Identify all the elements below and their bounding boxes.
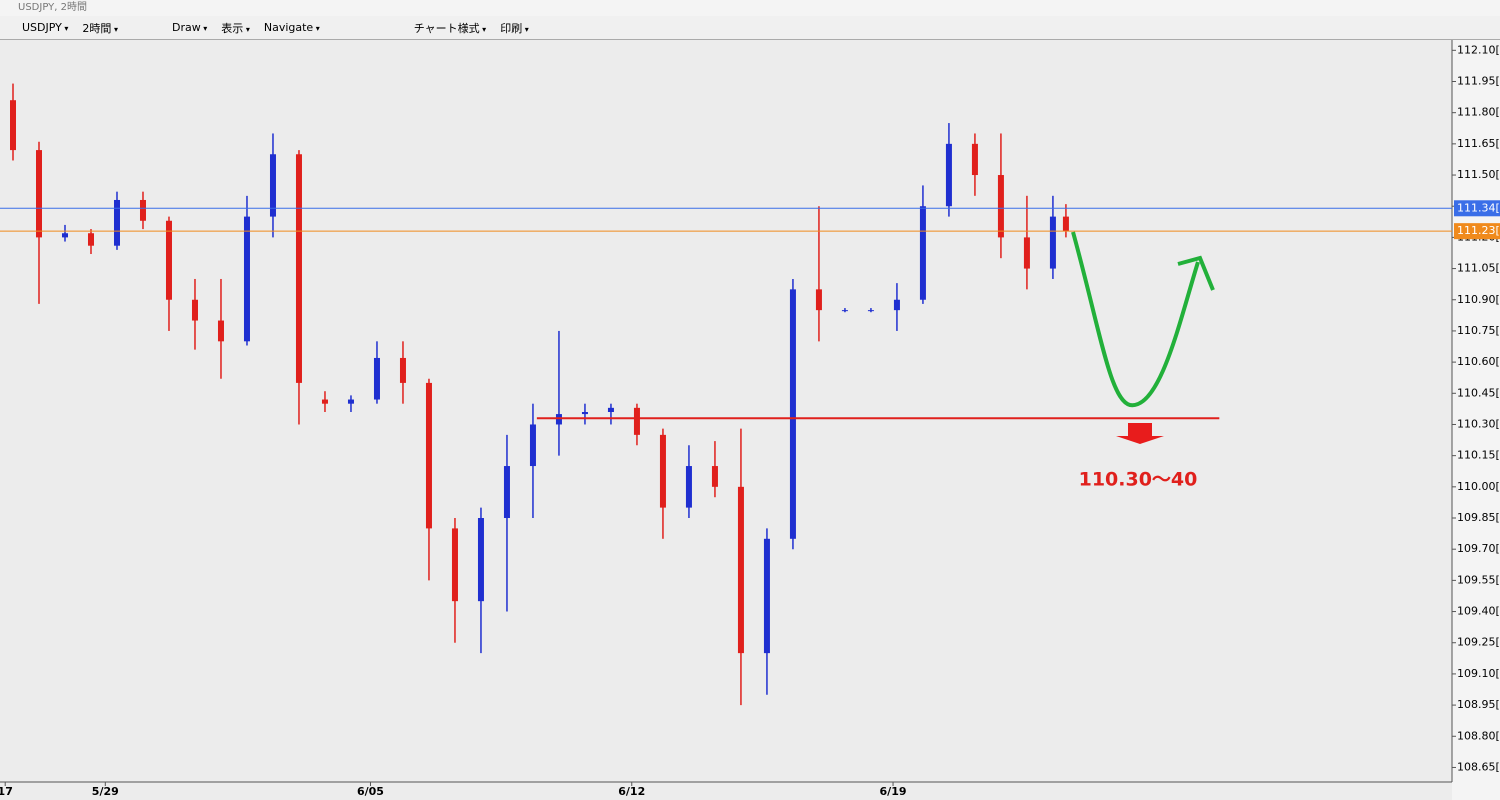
y-tick-label: 110.00[0]: [1457, 480, 1500, 493]
x-tick-label: 6/12: [618, 785, 645, 798]
candle-body: [243, 216, 250, 342]
y-tick-label: 110.45[0]: [1457, 386, 1500, 399]
candle-body: [789, 289, 796, 539]
candle-body: [555, 414, 562, 425]
toolbar-item[interactable]: Navigate: [264, 21, 320, 34]
x-tick-label: 17: [0, 785, 13, 798]
candle-body: [659, 434, 666, 508]
candle-body: [373, 357, 380, 400]
y-tick-label: 108.65[0]: [1457, 760, 1500, 773]
forecast-curve: [1071, 231, 1200, 408]
price-label: 111.34[: [1457, 201, 1500, 214]
candle-body: [35, 150, 42, 238]
candle-body: [9, 100, 16, 151]
y-tick-label: 111.95[0]: [1457, 74, 1500, 87]
candle-body: [841, 310, 848, 312]
y-tick-label: 110.15[0]: [1457, 449, 1500, 462]
candle-body: [867, 310, 874, 312]
candle-body: [87, 233, 94, 246]
candle-body: [1023, 237, 1030, 269]
candle-body: [477, 518, 484, 602]
candle-body: [711, 466, 718, 487]
candle-body: [815, 289, 822, 311]
candle-body: [321, 399, 328, 404]
candle-body: [581, 412, 588, 415]
y-tick-label: 111.80[0]: [1457, 106, 1500, 119]
candle-body: [113, 199, 120, 246]
candle-body: [61, 233, 68, 238]
candle-body: [347, 399, 354, 404]
candle-body: [451, 528, 458, 602]
toolbar-item[interactable]: チャート様式: [414, 20, 486, 36]
candle-body: [997, 175, 1004, 238]
toolbar-item[interactable]: 印刷: [500, 20, 529, 36]
y-tick-label: 110.75[0]: [1457, 324, 1500, 337]
toolbar: USDJPY 2時間 Draw 表示 Navigate チャート様式 印刷: [0, 16, 1500, 40]
candle-body: [503, 466, 510, 519]
y-tick-label: 111.65[0]: [1457, 137, 1500, 150]
price-label-bg: [1454, 200, 1500, 217]
candle-body: [165, 220, 172, 300]
candle-body: [269, 154, 276, 217]
y-tick-label: 108.95[0]: [1457, 698, 1500, 711]
y-tick-label: 111.05[0]: [1457, 262, 1500, 275]
x-tick-label: 5/29: [92, 785, 119, 798]
y-tick-label: 109.55[0]: [1457, 573, 1500, 586]
y-tick-label: 109.40[0]: [1457, 605, 1500, 618]
candle-body: [425, 382, 432, 529]
window-title: USDJPY, 2時間: [18, 2, 87, 13]
title-bar: USDJPY, 2時間: [0, 0, 1500, 16]
toolbar-item[interactable]: 表示: [221, 20, 250, 36]
candle-body: [685, 466, 692, 508]
toolbar-item[interactable]: Draw: [172, 21, 207, 34]
y-tick-label: 110.60[0]: [1457, 355, 1500, 368]
candle-body: [919, 206, 926, 300]
candle-body: [399, 357, 406, 383]
candle-body: [737, 486, 744, 654]
y-tick-label: 109.25[0]: [1457, 636, 1500, 649]
candle-body: [529, 424, 536, 467]
price-label-bg: [1454, 223, 1500, 240]
y-tick-label: 109.70[0]: [1457, 542, 1500, 555]
x-tick-label: 6/05: [357, 785, 384, 798]
chart: 110.30～40 112.10[0] 111.95[0] 111.80[0] 111…: [0, 40, 1500, 800]
candle-body: [1049, 216, 1056, 269]
candle-body: [763, 538, 770, 654]
y-tick-label: 110.30[0]: [1457, 417, 1500, 430]
candle-body: [217, 320, 224, 342]
up-arrow: [1116, 423, 1164, 444]
y-tick-label: 111.50[0]: [1457, 168, 1500, 181]
y-tick-label: 110.90[0]: [1457, 293, 1500, 306]
candle-body: [295, 154, 302, 383]
x-tick-label: 6/19: [880, 785, 907, 798]
price-axis: [1452, 40, 1500, 800]
candle-body: [607, 407, 614, 412]
candle-body: [139, 199, 146, 221]
y-tick-label: 109.10[0]: [1457, 667, 1500, 680]
candle-body: [191, 299, 198, 321]
forecast-arrow: [1177, 255, 1215, 291]
plot-area: [0, 40, 1452, 782]
y-tick-label: 108.80[0]: [1457, 729, 1500, 742]
toolbar-item[interactable]: 2時間: [82, 20, 118, 36]
candle-body: [971, 143, 978, 176]
y-tick-label: 112.10[0]: [1457, 43, 1500, 56]
candle-body: [1062, 216, 1069, 232]
candle-body: [945, 143, 952, 207]
candle-body: [893, 299, 900, 311]
annotation: 110.30～40: [1079, 469, 1198, 491]
y-tick-label: 109.85[0]: [1457, 511, 1500, 524]
price-label: 111.23[: [1457, 224, 1500, 237]
toolbar-item[interactable]: USDJPY: [22, 21, 68, 34]
candle-body: [633, 407, 640, 435]
